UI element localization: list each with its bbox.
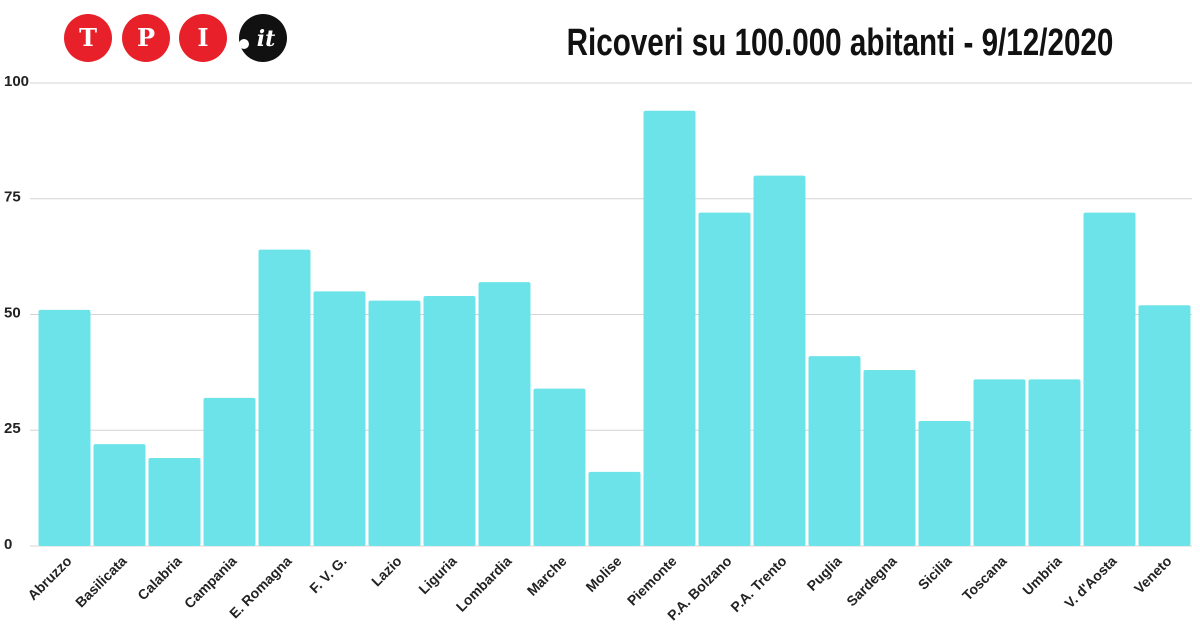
bar <box>753 175 806 546</box>
x-tick-label: Lombardia <box>453 553 515 615</box>
logo-letter: T <box>79 23 97 52</box>
x-tick-label: Lazio <box>368 553 405 590</box>
y-tick-label: 0 <box>4 536 12 553</box>
logo: T P I it <box>64 14 287 62</box>
x-tick-label: Veneto <box>1131 553 1175 597</box>
x-tick-label: Sardegna <box>843 553 900 610</box>
bar <box>1138 305 1191 546</box>
bar <box>478 282 531 546</box>
x-tick-label: Marche <box>524 553 570 599</box>
bar <box>148 458 201 546</box>
y-tick-label: 50 <box>4 304 21 321</box>
logo-letter: I <box>197 23 208 52</box>
logo-circle <box>179 14 227 62</box>
x-tick-label: Umbria <box>1019 553 1065 599</box>
bar <box>203 397 256 546</box>
bar <box>1083 212 1136 546</box>
bar <box>973 379 1026 546</box>
bar <box>533 388 586 546</box>
bar <box>1028 379 1081 546</box>
x-tick-label: Calabria <box>134 553 185 604</box>
y-tick-label: 25 <box>4 420 21 437</box>
bar <box>368 300 421 546</box>
bar <box>313 291 366 546</box>
bar <box>698 212 751 546</box>
bar <box>258 249 311 546</box>
bar <box>93 444 146 546</box>
y-tick-label: 100 <box>4 73 29 90</box>
bar <box>38 309 91 546</box>
x-tick-label: P.A. Trento <box>727 553 789 615</box>
x-tick-label: V. d'Aosta <box>1061 553 1120 612</box>
bar <box>808 356 861 546</box>
x-tick-label: Sicilia <box>915 553 955 593</box>
logo-circle <box>64 14 112 62</box>
bar <box>643 110 696 546</box>
x-tick-label: Piemonte <box>624 553 680 609</box>
x-tick-label: Molise <box>582 553 624 595</box>
logo-circle <box>239 14 287 62</box>
y-tick-label: 75 <box>4 189 21 206</box>
x-tick-label: Puglia <box>804 553 845 594</box>
x-tick-label: Toscana <box>959 553 1010 604</box>
x-tick-label: Abruzzo <box>24 553 74 603</box>
bar <box>863 370 916 546</box>
x-tick-label: Basilicata <box>72 553 130 611</box>
bar <box>423 295 476 546</box>
logo-suffix: it <box>257 26 276 52</box>
logo-circle <box>122 14 170 62</box>
x-tick-label: Campania <box>181 553 240 612</box>
x-tick-label: F. V. G. <box>306 553 349 596</box>
chart-title: Ricoveri su 100.000 abitanti - 9/12/2020 <box>567 22 1114 64</box>
bar <box>588 471 641 546</box>
logo-letter: P <box>137 23 155 52</box>
x-tick-label: Liguria <box>415 553 459 597</box>
logo-dot <box>239 39 249 49</box>
bar <box>918 420 971 546</box>
